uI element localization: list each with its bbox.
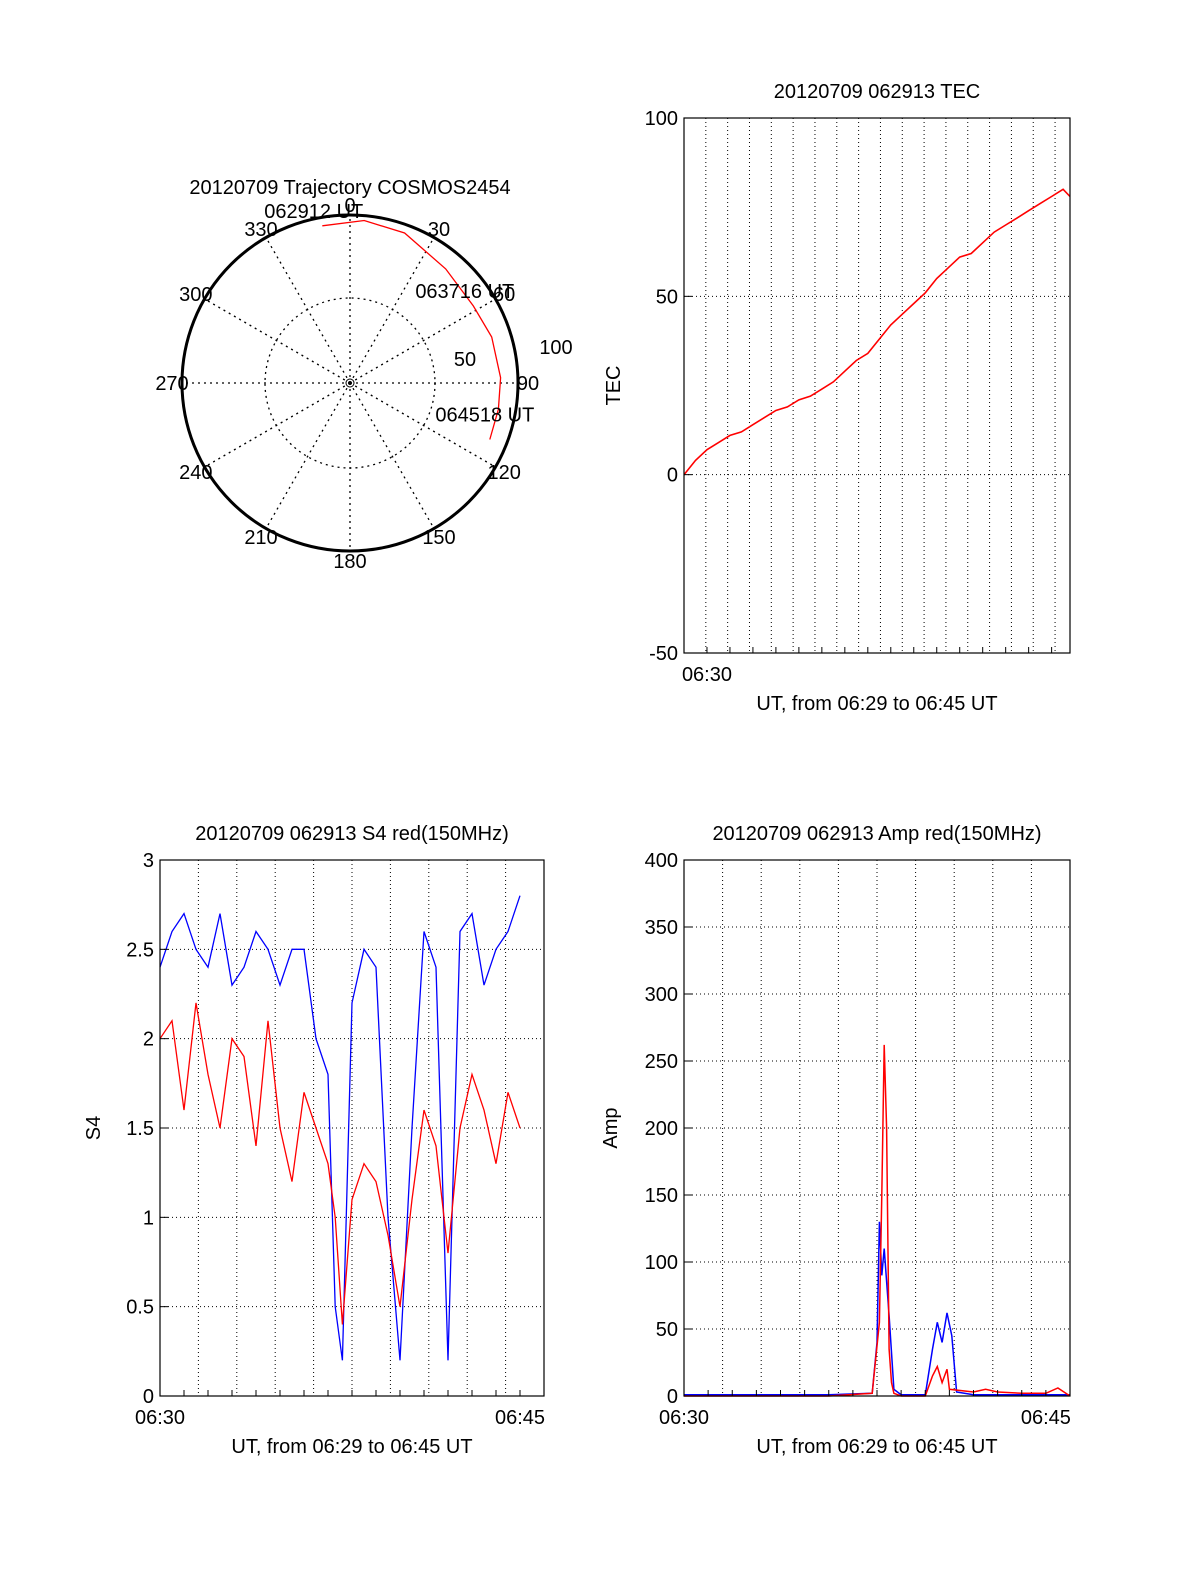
azimuth-label: 180 [333, 551, 366, 573]
y-tick-label: 1.5 [126, 1118, 154, 1140]
x-axis-label: UT, from 06:29 to 06:45 UT [756, 1436, 997, 1458]
series-line-red [159, 1002, 521, 1325]
y-tick-label: 100 [645, 1252, 678, 1274]
polar-spoke [349, 382, 435, 529]
y-tick-label: 0 [143, 1386, 154, 1408]
chart-title: 20120709 062913 Amp red(150MHz) [712, 823, 1041, 845]
trajectory-time-label: 063716 UT [415, 281, 514, 303]
y-tick-label: 0 [667, 1386, 678, 1408]
series-line-blue [159, 895, 521, 1361]
azimuth-label: 60 [493, 284, 515, 306]
tec-chart: 20120709 062913 TEC -50 0 50 100 06:30 UT, fro… [603, 81, 1071, 715]
x-axis-label: UT, from 06:29 to 06:45 UT [231, 1436, 472, 1458]
y-tick-label: 3 [143, 850, 154, 872]
x-tick-label: 06:30 [682, 664, 732, 686]
y-tick-label: -50 [649, 643, 678, 665]
y-axis-label: Amp [600, 1107, 622, 1148]
chart-title: 20120709 062913 S4 red(150MHz) [195, 823, 509, 845]
x-tick-label: 06:30 [135, 1407, 185, 1429]
radius-label: 50 [454, 349, 476, 371]
azimuth-label: 210 [244, 527, 277, 549]
y-tick-label: 2.5 [126, 939, 154, 961]
series-line-red [683, 188, 1071, 476]
y-axis-label: S4 [83, 1116, 105, 1140]
s4-chart: 20120709 062913 S4 red(150MHz) 0 0.5 1 1.5 2 2… [83, 823, 545, 1458]
polar-center-mark [345, 378, 355, 388]
azimuth-label: 270 [155, 373, 188, 395]
y-tick-label: 0.5 [126, 1297, 154, 1319]
azimuth-label: 150 [422, 527, 455, 549]
y-tick-label: 250 [645, 1051, 678, 1073]
polar-outer-circle [180, 213, 520, 553]
y-axis-label: TEC [603, 366, 625, 406]
trajectory-time-label: 062912 UT [264, 201, 363, 223]
plot-frame [683, 117, 1071, 654]
azimuth-label: 240 [179, 462, 212, 484]
y-tick-label: 150 [645, 1185, 678, 1207]
polar-spoke [265, 237, 351, 384]
y-tick-label: 300 [645, 984, 678, 1006]
y-tick-label: 50 [656, 286, 678, 308]
azimuth-label: 0 [344, 195, 355, 217]
x-tick-label: 06:45 [1021, 1407, 1071, 1429]
azimuth-label: 90 [517, 373, 539, 395]
trajectory-line [322, 219, 502, 440]
y-tick-label: 100 [645, 108, 678, 130]
radius-label: 100 [539, 337, 572, 359]
x-tick-label: 06:30 [659, 1407, 709, 1429]
y-tick-label: 1 [143, 1207, 154, 1229]
polar-spoke [204, 382, 351, 468]
x-tick-label: 06:45 [495, 1407, 545, 1429]
azimuth-label: 120 [487, 462, 520, 484]
amp-chart: 20120709 062913 Amp red(150MHz) 0 50 100 150… [600, 823, 1071, 1458]
polar-title: 20120709 Trajectory COSMOS2454 [189, 177, 510, 199]
y-tick-label: 2 [143, 1029, 154, 1051]
azimuth-label: 300 [179, 284, 212, 306]
polar-spoke [349, 237, 435, 384]
azimuth-label: 330 [244, 219, 277, 241]
trajectory-time-label: 064518 UT [435, 405, 534, 427]
y-tick-label: 200 [645, 1118, 678, 1140]
polar-spoke [204, 298, 351, 384]
y-tick-label: 350 [645, 917, 678, 939]
polar-spoke [349, 298, 496, 384]
y-tick-label: 0 [667, 465, 678, 487]
y-tick-label: 400 [645, 850, 678, 872]
x-axis-label: UT, from 06:29 to 06:45 UT [756, 693, 997, 715]
polar-spoke [349, 382, 496, 468]
polar-spoke [265, 382, 351, 529]
azimuth-label: 30 [428, 219, 450, 241]
chart-title: 20120709 062913 TEC [774, 81, 980, 103]
y-tick-label: 50 [656, 1319, 678, 1341]
